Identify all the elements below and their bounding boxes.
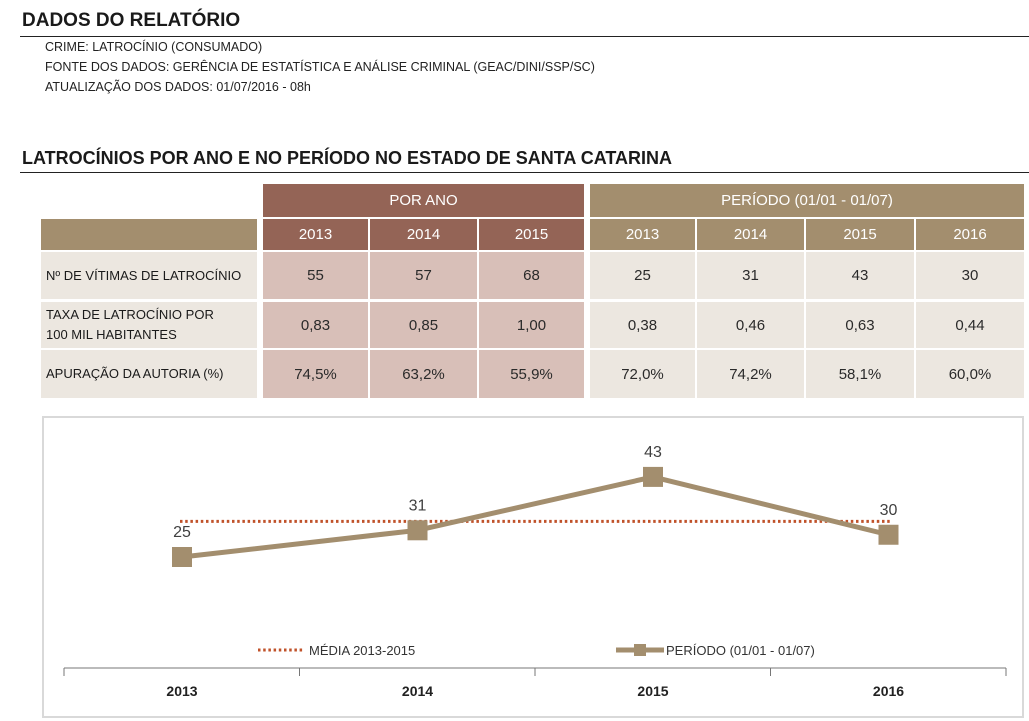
x-tick-label: 2013 <box>166 683 197 699</box>
period-marker <box>878 524 899 545</box>
line-chart: 25 31 43 30 MÉDIA 2013-2015 PERÍODO (01/01 - … <box>63 444 1007 699</box>
table-cell: 68 <box>479 252 584 299</box>
table-cell: 0,85 <box>370 302 477 348</box>
table-cell: 0,83 <box>263 302 368 348</box>
legend-period-marker <box>634 644 646 656</box>
divider <box>20 172 1029 173</box>
meta-update: ATUALIZAÇÃO DOS DADOS: 01/07/2016 - 08h <box>45 80 311 94</box>
data-label: 30 <box>880 502 898 519</box>
table-cell: 55 <box>263 252 368 299</box>
table-cell: 63,2% <box>370 350 477 398</box>
report-title: DADOS DO RELATÓRIO <box>22 10 241 31</box>
period-marker <box>407 520 428 541</box>
data-label: 43 <box>644 444 662 461</box>
table-cell: 0,44 <box>916 302 1024 348</box>
table-cell: 60,0% <box>916 350 1024 398</box>
period-marker <box>172 547 192 567</box>
data-label: 25 <box>173 524 191 541</box>
section-title: LATROCÍNIOS POR ANO E NO PERÍODO NO ESTA… <box>22 148 673 168</box>
period-line <box>181 474 890 560</box>
table-cell: 74,2% <box>697 350 804 398</box>
table-cell: 55,9% <box>479 350 584 398</box>
table-cell: 30 <box>916 252 1024 299</box>
group-header-por-ano: POR ANO <box>263 184 584 217</box>
year-header-por-ano: 2013 <box>263 219 368 250</box>
table-cell: 58,1% <box>806 350 914 398</box>
table-cell: 74,5% <box>263 350 368 398</box>
year-header-periodo: 2014 <box>697 219 804 250</box>
legend-average-label: MÉDIA 2013-2015 <box>309 643 415 658</box>
year-header-periodo: 2015 <box>806 219 914 250</box>
x-tick-label: 2014 <box>402 683 433 699</box>
table-cell: 0,63 <box>806 302 914 348</box>
year-header-periodo: 2016 <box>916 219 1024 250</box>
chart-frame: 25 31 43 30 MÉDIA 2013-2015 PERÍODO (01/01 - … <box>42 416 1024 718</box>
row-label: APURAÇÃO DA AUTORIA (%) <box>41 350 257 398</box>
legend-period-label: PERÍODO (01/01 - 01/07) <box>666 643 815 658</box>
table-cell: 25 <box>590 252 695 299</box>
divider <box>20 36 1029 37</box>
table-cell: 43 <box>806 252 914 299</box>
meta-source: FONTE DOS DADOS: GERÊNCIA DE ESTATÍSTICA… <box>45 60 595 74</box>
row-header-blank <box>41 219 257 250</box>
table-cell: 72,0% <box>590 350 695 398</box>
x-tick-label: 2016 <box>873 683 904 699</box>
group-header-periodo: PERÍODO (01/01 - 01/07) <box>590 184 1024 217</box>
x-tick-label: 2015 <box>637 683 668 699</box>
table-cell: 0,38 <box>590 302 695 348</box>
table-cell: 0,46 <box>697 302 804 348</box>
table-cell: 31 <box>697 252 804 299</box>
table-cell: 57 <box>370 252 477 299</box>
data-label: 31 <box>409 497 427 514</box>
meta-crime: CRIME: LATROCÍNIO (CONSUMADO) <box>45 40 263 54</box>
row-label: TAXA DE LATROCÍNIO POR 100 MIL HABITANTE… <box>41 302 257 348</box>
row-label: Nº DE VÍTIMAS DE LATROCÍNIO <box>41 252 257 299</box>
year-header-por-ano: 2014 <box>370 219 477 250</box>
year-header-periodo: 2013 <box>590 219 695 250</box>
year-header-por-ano: 2015 <box>479 219 584 250</box>
table-cell: 1,00 <box>479 302 584 348</box>
period-marker <box>643 466 663 487</box>
